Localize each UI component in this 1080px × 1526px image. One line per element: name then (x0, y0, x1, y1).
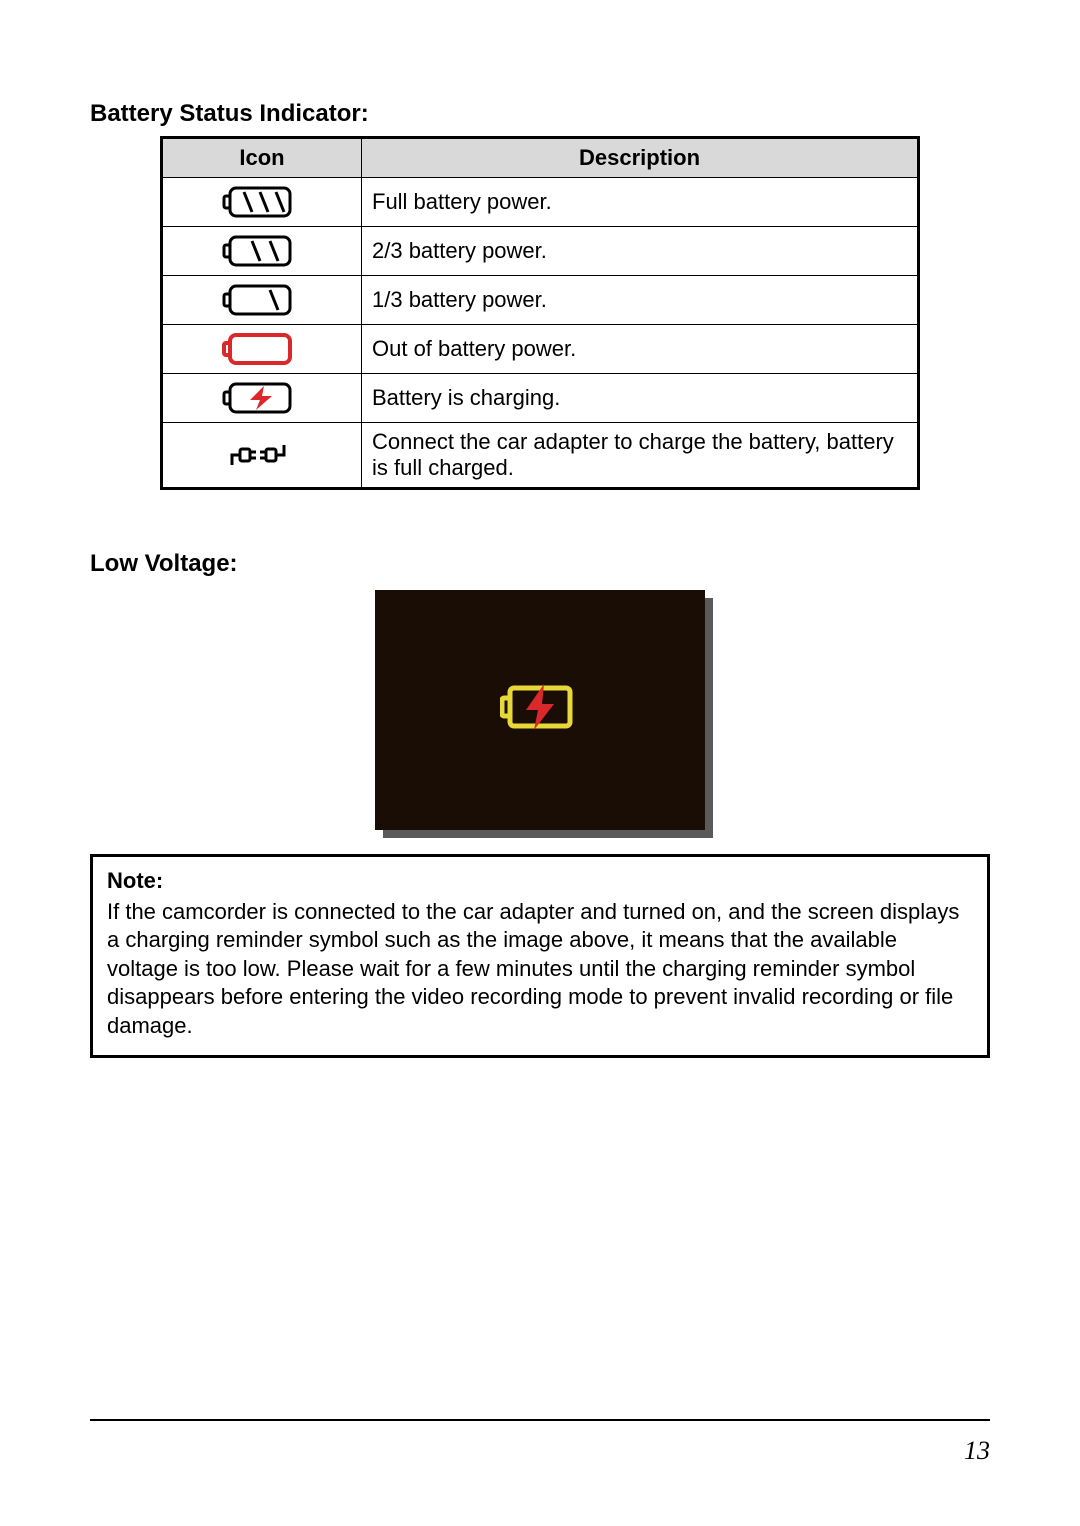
battery-full-icon (162, 178, 362, 227)
low-voltage-battery-icon (500, 680, 580, 740)
section-title-battery: Battery Status Indicator: (90, 100, 990, 128)
description-cell: Battery is charging. (362, 374, 919, 423)
description-cell: Out of battery power. (362, 325, 919, 374)
table-row: Battery is charging. (162, 374, 919, 423)
note-box: Note: If the camcorder is connected to t… (90, 854, 990, 1058)
table-row: 2/3 battery power. (162, 227, 919, 276)
section-title-low-voltage: Low Voltage: (90, 550, 990, 578)
description-cell: Connect the car adapter to charge the ba… (362, 423, 919, 489)
description-cell: Full battery power. (362, 178, 919, 227)
battery-1-3-icon (162, 276, 362, 325)
col-header-desc: Description (362, 138, 919, 178)
table-row: 1/3 battery power. (162, 276, 919, 325)
battery-status-table: Icon Description Full battery power.2/3 … (160, 136, 920, 490)
note-label: Note: (107, 867, 973, 896)
description-cell: 1/3 battery power. (362, 276, 919, 325)
page-number: 13 (964, 1436, 990, 1466)
footer-rule (90, 1419, 990, 1421)
low-voltage-screen-image (375, 590, 705, 830)
battery-empty-icon (162, 325, 362, 374)
table-row: Connect the car adapter to charge the ba… (162, 423, 919, 489)
note-text: If the camcorder is connected to the car… (107, 899, 959, 1038)
description-cell: 2/3 battery power. (362, 227, 919, 276)
col-header-icon: Icon (162, 138, 362, 178)
plug-connected-icon (162, 423, 362, 489)
battery-charging-icon (162, 374, 362, 423)
battery-2-3-icon (162, 227, 362, 276)
table-row: Out of battery power. (162, 325, 919, 374)
table-row: Full battery power. (162, 178, 919, 227)
